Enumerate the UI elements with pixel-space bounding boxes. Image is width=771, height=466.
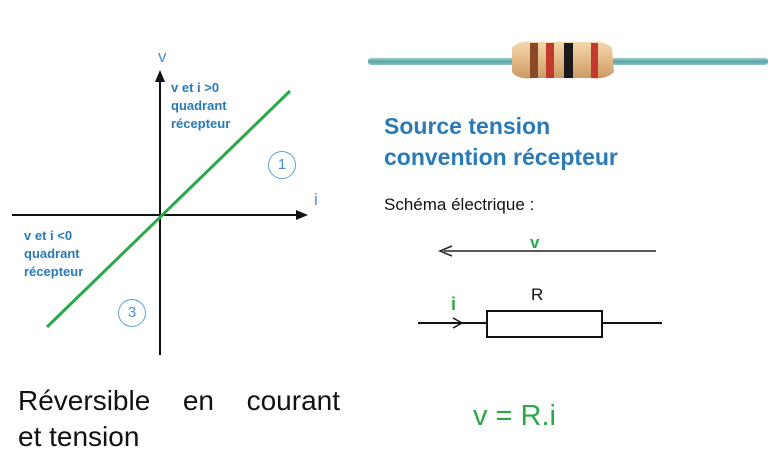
quadrant3-note-line: v et i <0 (24, 228, 73, 243)
quadrant3-note: v et i <0 quadrant récepteur (24, 227, 83, 281)
quadrant1-note-line: v et i >0 (171, 80, 220, 95)
caption-word: courant (246, 385, 340, 416)
resistor-photo (368, 41, 768, 79)
v-axis-label: v (158, 47, 167, 66)
caption: Réversible en courant et tension (18, 383, 340, 455)
voltage-arrowhead-icon (438, 245, 453, 257)
caption-line2: et tension (18, 421, 140, 452)
quadrant1-badge: 1 (268, 151, 296, 179)
caption-word: en (182, 385, 215, 416)
resistor-symbol (486, 310, 603, 338)
graph-axes (12, 70, 308, 355)
voltage-label: v (530, 233, 540, 252)
section-title: Source tension convention récepteur (384, 111, 618, 173)
quadrant1-note-line: quadrant (171, 98, 227, 113)
i-axis-label: i (314, 190, 318, 209)
characteristic-line (45, 89, 292, 329)
caption-word: Réversible (18, 385, 151, 416)
quadrant3-note-line: récepteur (24, 264, 84, 279)
caption-line1: Réversible en courant (18, 383, 340, 419)
section-title-line: Source tension (384, 113, 551, 139)
quadrant1-note: v et i >0 quadrant récepteur (171, 79, 230, 133)
current-arrowhead-icon (452, 317, 464, 329)
schema-label: Schéma électrique : (384, 195, 535, 214)
v-axis-arrow-icon (155, 70, 165, 82)
section-title-line: convention récepteur (384, 144, 618, 170)
quadrant3-note-line: quadrant (24, 246, 80, 261)
resistor-label: R (531, 285, 544, 304)
current-label: i (451, 294, 457, 314)
ohm-law-formula: v = R.i (473, 400, 556, 432)
i-axis-arrow-icon (296, 210, 308, 220)
quadrant1-note-line: récepteur (171, 116, 231, 131)
quadrant3-badge: 3 (118, 299, 146, 327)
